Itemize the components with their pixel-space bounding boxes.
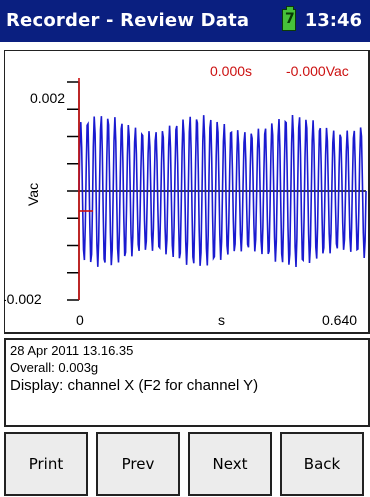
y-tick-label-min: -0.002 [4,291,42,307]
overall-value: Overall: 0.003g [10,360,99,375]
x-tick-label-min: 0 [76,312,84,328]
y-axis-label: Vac [25,183,41,206]
prev-button[interactable]: Prev [96,432,180,496]
display-channel: Display: channel X (F2 for channel Y) [10,377,259,394]
cursor-marker [78,78,93,300]
waveform-trace [78,114,367,268]
waveform-svg[interactable]: 0.000s -0.000Vac 0.002 -0.002 0 0.640 s … [4,50,370,334]
battery-level: 7 [285,11,295,27]
clock-time: 13:46 [304,10,362,31]
next-button[interactable]: Next [188,432,272,496]
x-axis-label: s [218,312,225,328]
waveform-plot[interactable]: 0.000s -0.000Vac 0.002 -0.002 0 0.640 s … [4,50,370,334]
recording-datetime: 28 Apr 2011 13.16.35 [10,343,134,358]
cursor-value: -0.000Vac [286,63,349,79]
waveform-line [78,114,367,268]
window-title: Recorder - Review Data [6,10,250,31]
cursor-time: 0.000s [210,63,252,79]
y-tick-label-max: 0.002 [30,90,65,106]
title-bar: Recorder - Review Data 7 13:46 [0,0,370,42]
function-key-bar: Print Prev Next Back [0,432,370,497]
back-button[interactable]: Back [280,432,364,496]
x-tick-label-max: 0.640 [322,312,357,328]
print-button[interactable]: Print [4,432,88,496]
info-panel: 28 Apr 2011 13.16.35 Overall: 0.003g Dis… [4,338,370,427]
battery-icon: 7 [282,6,296,31]
